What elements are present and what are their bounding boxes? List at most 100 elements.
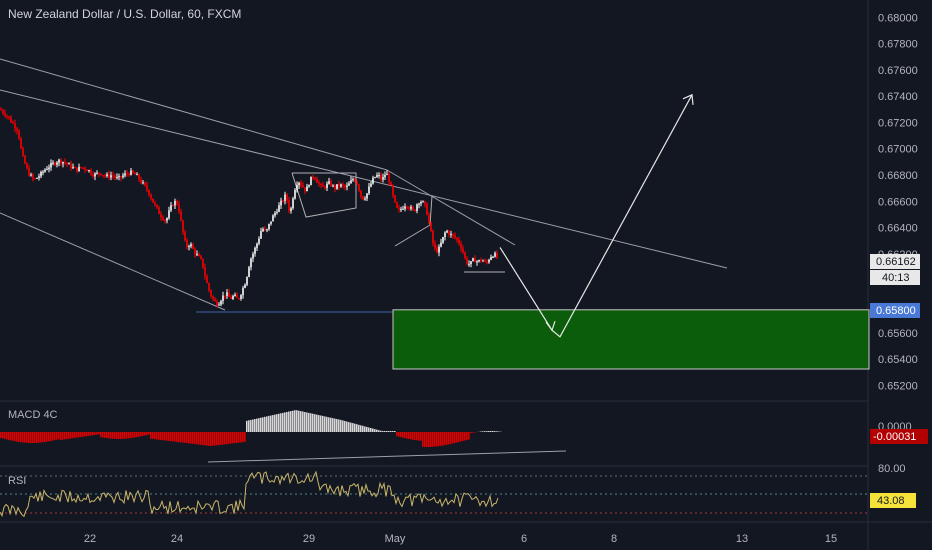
candle-body [380, 175, 382, 180]
macd-bar [398, 432, 400, 437]
rsi-last-value: 43.08 [877, 495, 905, 507]
candle-body [452, 233, 454, 236]
macd-bar [82, 432, 84, 437]
candle-body [488, 259, 490, 263]
macd-bar [0, 432, 2, 438]
pattern-box [291, 172, 357, 218]
macd-bar [484, 431, 486, 432]
macd-bar [466, 432, 468, 440]
macd-bar [292, 410, 294, 432]
candle-body [84, 167, 86, 170]
macd-bar [322, 415, 324, 432]
macd-bar [246, 420, 248, 432]
macd-bar [310, 413, 312, 432]
macd-bar [190, 432, 192, 444]
candle-body [152, 198, 154, 203]
demand-zone [392, 309, 870, 370]
macd-bar [84, 432, 86, 437]
candle-body [306, 186, 308, 192]
projection-path [499, 94, 693, 338]
macd-bar [252, 419, 254, 432]
price-tick-label: 0.67400 [878, 91, 918, 103]
macd-bar [368, 427, 370, 432]
candle-body [434, 243, 436, 249]
rsi-line [0, 470, 499, 518]
candle-body [136, 174, 138, 176]
macd-bar [330, 417, 332, 432]
macd-bar [386, 431, 388, 432]
macd-bar [440, 432, 442, 446]
candle-body [18, 130, 20, 138]
demand-zone-layer [392, 93, 870, 370]
candle-body [2, 110, 4, 114]
pattern-triangle [394, 195, 433, 247]
macd-bar [132, 432, 134, 438]
macd-bar [70, 432, 72, 439]
macd-bar [298, 410, 300, 432]
candle-body [218, 304, 220, 306]
macd-bar [192, 432, 194, 444]
candle-body [54, 162, 56, 165]
candle-body [154, 202, 156, 205]
macd-bar [412, 432, 414, 440]
macd-bar [156, 432, 158, 440]
price-tick-label: 0.67200 [878, 117, 918, 129]
candle-body [26, 163, 28, 169]
candle-body [256, 243, 258, 248]
macd-bar [376, 429, 378, 432]
macd-bar [220, 432, 222, 445]
macd-bar [496, 431, 498, 432]
rsi-last-tag: 43.08 [870, 493, 916, 508]
candle-body [130, 170, 132, 175]
macd-bar [290, 411, 292, 432]
macd-bar [382, 431, 384, 432]
price-tick-label: 0.65200 [878, 380, 918, 392]
macd-bar [284, 412, 286, 432]
candle-body [132, 170, 134, 173]
price-axis[interactable]: 0.68000 0.67800 0.67600 0.67400 0.67200 0.670… [878, 12, 918, 392]
macd-bar [262, 417, 264, 432]
candle-body [190, 244, 192, 247]
macd-bar [188, 432, 190, 444]
candle-body [86, 169, 88, 171]
candle-body [100, 173, 102, 175]
time-axis[interactable]: 22 24 29 May 6 8 13 15 [84, 533, 837, 545]
candle-body [362, 196, 364, 200]
candle-body [70, 163, 72, 169]
candle-body [302, 185, 304, 188]
candle-body [292, 198, 294, 209]
candle-body [332, 185, 334, 187]
candle-body [200, 256, 202, 259]
macd-bar [494, 431, 496, 432]
candle-body [120, 176, 122, 178]
macd-bar [258, 418, 260, 432]
candle-body [78, 166, 80, 172]
candle-body [24, 155, 26, 164]
macd-bar [280, 413, 282, 432]
macd-bar [364, 426, 366, 432]
candle-body [124, 173, 126, 176]
macd-bar [114, 432, 116, 439]
macd-bar [480, 431, 482, 432]
candle-body [430, 222, 432, 231]
time-tick-label: 15 [825, 533, 837, 545]
macd-bar [12, 432, 14, 441]
macd-bar [128, 432, 130, 439]
time-tick-label: 29 [303, 533, 315, 545]
macd-bar [266, 416, 268, 432]
candle-body [300, 182, 302, 186]
macd-bar [394, 431, 396, 432]
candle-body [412, 207, 414, 210]
candle-body [358, 184, 360, 191]
macd-bar [60, 432, 62, 440]
macd-bar [108, 432, 110, 439]
price-tick-label: 0.65400 [878, 354, 918, 366]
candle-body [484, 260, 486, 262]
macd-bar [498, 431, 500, 432]
macd-bar [324, 416, 326, 432]
candle-body [348, 183, 350, 186]
macd-bar [8, 432, 10, 440]
macd-bar [360, 425, 362, 432]
macd-bar [350, 422, 352, 432]
